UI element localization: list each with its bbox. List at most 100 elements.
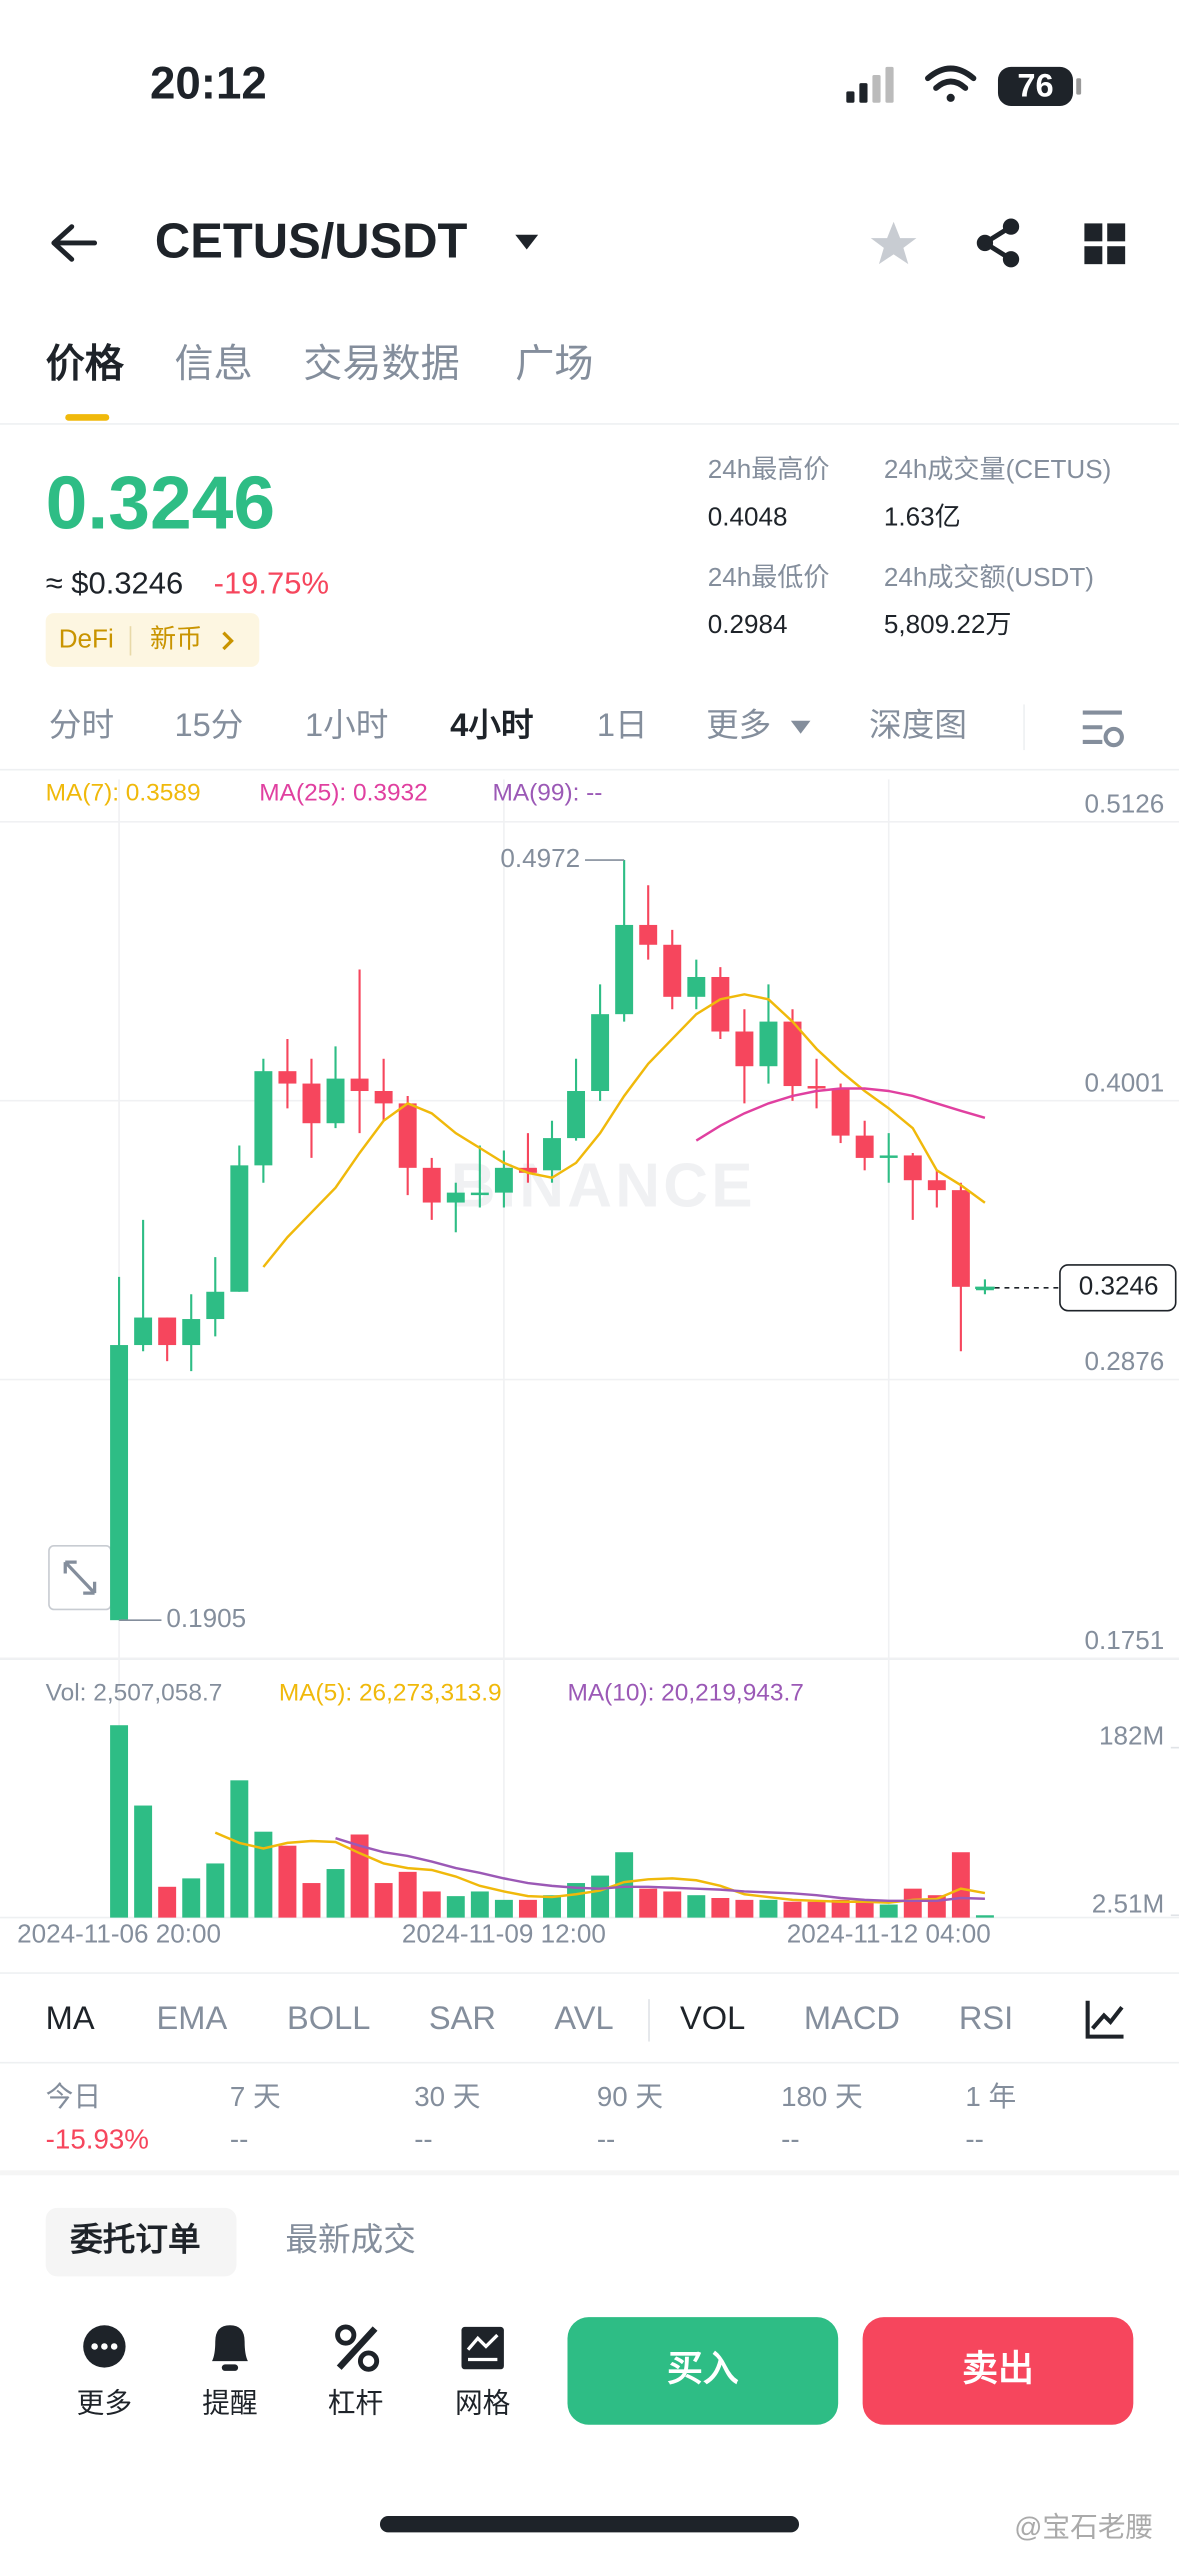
grid-button[interactable] (1084, 223, 1126, 265)
candle-body (422, 1167, 441, 1203)
indicator-settings[interactable] (1085, 2000, 1124, 2039)
candle-body (543, 1138, 561, 1171)
y-tick-label: 0.2876 (1085, 1346, 1165, 1376)
candle-body (831, 1088, 850, 1136)
volume-bar (470, 1891, 489, 1918)
tag-box[interactable] (45, 613, 260, 667)
share-button[interactable] (976, 218, 1020, 268)
tab[interactable]: 价格 (46, 343, 125, 386)
volume-bar (158, 1886, 177, 1918)
grid-bot-icon[interactable] (461, 2326, 504, 2370)
candle-body (110, 1345, 129, 1621)
stat-label: 24h最高价 (708, 454, 830, 484)
action-label[interactable]: 杠杆 (328, 2387, 383, 2418)
candle-body (663, 944, 682, 997)
period-label: 7 天 (230, 2081, 281, 2112)
favorite-button[interactable] (870, 221, 917, 265)
candle-body (639, 924, 658, 945)
stat-label: 24h成交量(CETUS) (884, 454, 1112, 484)
pair-dropdown[interactable] (515, 234, 539, 250)
volume-bar (326, 1869, 345, 1918)
action-label[interactable]: 提醒 (202, 2387, 257, 2418)
candle-body (518, 1167, 537, 1173)
indicator-tab[interactable]: MACD (804, 1999, 900, 2036)
volume-bar (494, 1899, 513, 1918)
alert-icon[interactable] (212, 2325, 248, 2371)
indicator-tab[interactable]: SAR (429, 1999, 496, 2036)
stat-label: 24h最低价 (708, 562, 830, 592)
stat-value: 5,809.22万 (884, 609, 1012, 639)
volume-bar (903, 1888, 922, 1918)
volume-bar (687, 1895, 706, 1918)
interval-tab[interactable]: 15分 (175, 706, 244, 743)
pair-title[interactable]: CETUS/USDT (155, 215, 468, 269)
interval-tab[interactable]: 4小时 (450, 706, 533, 743)
volume-bar (182, 1878, 201, 1918)
tab[interactable]: 广场 (515, 343, 593, 386)
volume-bar (446, 1896, 465, 1918)
candle-body (807, 1086, 826, 1089)
volume-bar (951, 1852, 970, 1918)
action-label[interactable]: 网格 (455, 2387, 511, 2418)
more-dropdown[interactable] (790, 720, 811, 734)
chart-settings[interactable] (1082, 710, 1124, 748)
back-button[interactable] (51, 224, 98, 262)
candle-body (206, 1291, 225, 1320)
divider (0, 2170, 1179, 2176)
period-value: -- (414, 2123, 432, 2154)
ma-line (335, 1837, 985, 1903)
interval-tab[interactable]: 1小时 (305, 706, 388, 743)
tab[interactable]: 信息 (175, 343, 253, 386)
candle-body (398, 1103, 417, 1168)
indicator-tab[interactable]: BOLL (287, 1999, 370, 2036)
stat-label: 24h成交额(USDT) (884, 562, 1094, 592)
indicator-tab[interactable]: AVL (554, 1999, 613, 2036)
tag[interactable]: DeFi (59, 624, 114, 654)
y-tick-label: 0.5126 (1085, 788, 1165, 818)
signal-icon (846, 66, 894, 103)
x-tick-label: 2024-11-12 04:00 (787, 1918, 991, 1948)
interval-tab[interactable]: 1日 (597, 706, 648, 743)
period-value: -15.93% (46, 2123, 149, 2154)
tag[interactable]: 新币 (150, 624, 202, 654)
usd-price: ≈ $0.3246 (46, 566, 184, 601)
candle-body (326, 1078, 345, 1124)
action-label[interactable]: 更多 (77, 2387, 132, 2418)
more-icon[interactable] (83, 2325, 126, 2368)
volume-bar (759, 1899, 778, 1918)
period-label: 今日 (46, 2081, 101, 2112)
volume-bar (230, 1780, 249, 1918)
period-label: 30 天 (414, 2081, 480, 2112)
candle-body (927, 1180, 946, 1191)
margin-icon[interactable] (335, 2324, 380, 2372)
stat-value: 0.2984 (708, 609, 788, 639)
last-price: 0.3246 (46, 461, 275, 545)
order-tab-active[interactable] (45, 2207, 237, 2277)
indicator-tab[interactable]: VOL (680, 1999, 745, 2036)
expand-button[interactable] (48, 1545, 112, 1611)
indicator-tab[interactable]: RSI (959, 1999, 1013, 2036)
tab[interactable]: 交易数据 (303, 343, 459, 386)
volume-bar (735, 1899, 754, 1918)
order-tab[interactable]: 最新成交 (285, 2221, 415, 2258)
indicator-tab[interactable]: EMA (157, 1999, 228, 2036)
interval-tab[interactable]: 深度图 (869, 706, 967, 743)
volume-bar (639, 1888, 658, 1918)
volume-bar (110, 1725, 129, 1918)
candle-body (158, 1317, 177, 1346)
volume-bar (975, 1915, 994, 1918)
sell-button[interactable] (862, 2317, 1134, 2425)
order-tab[interactable]: 委托订单 (70, 2221, 200, 2258)
y-tick-label: 182M (1099, 1721, 1164, 1751)
candle-body (494, 1167, 513, 1193)
buy-button[interactable] (567, 2317, 839, 2425)
sell-label[interactable]: 卖出 (962, 2348, 1034, 2388)
last-price-box (1059, 1264, 1177, 1312)
buy-label[interactable]: 买入 (667, 2348, 739, 2388)
interval-tab[interactable]: 更多 (706, 706, 771, 743)
indicator-tab[interactable]: MA (46, 1999, 95, 2036)
volume-bar (615, 1852, 634, 1918)
interval-tab[interactable]: 分时 (49, 706, 114, 743)
